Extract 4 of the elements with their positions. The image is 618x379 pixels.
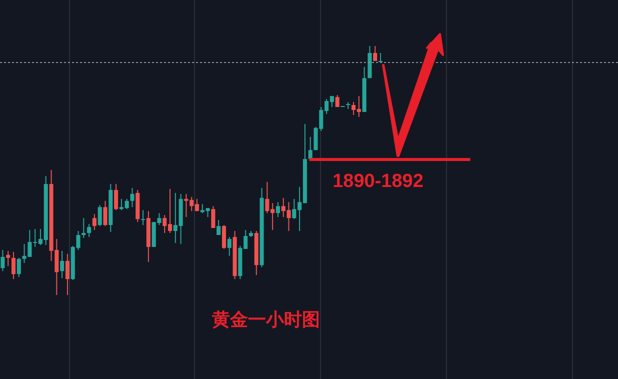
candlestick: [141, 210, 146, 226]
candlestick: [82, 218, 86, 238]
text: 黄金一小时图: [211, 310, 320, 331]
annotation: 1890-1892: [332, 171, 424, 192]
